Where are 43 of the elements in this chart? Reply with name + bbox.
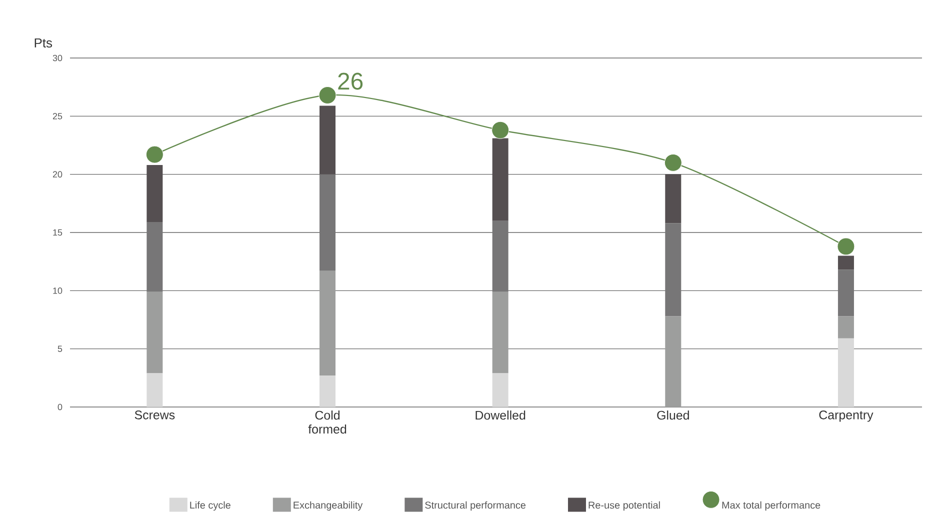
- y-tick-label: 30: [52, 54, 62, 62]
- bar: [146, 222, 163, 292]
- y-tick-label: 10: [53, 287, 62, 294]
- bar: [320, 174, 336, 271]
- point: [318, 86, 336, 104]
- bar: [665, 223, 682, 316]
- bar: [838, 316, 854, 338]
- point: [664, 154, 682, 172]
- y-tick-label: 25: [52, 112, 62, 120]
- point: [492, 121, 510, 139]
- legend-label: Exchangeability: [294, 501, 363, 511]
- bar: [838, 338, 854, 407]
- legend-label: Re-use potential: [588, 501, 660, 511]
- x-tick-label: Cold formed: [308, 410, 346, 434]
- bar: [665, 174, 682, 224]
- bar: [320, 270, 336, 376]
- bar: [665, 316, 682, 407]
- point: [146, 146, 164, 164]
- bar: [146, 292, 163, 374]
- bar: [146, 373, 163, 407]
- bar: [320, 376, 336, 407]
- legend-label: Life cycle: [190, 501, 230, 511]
- bar: [492, 292, 508, 374]
- legend-label: Structural performance: [425, 501, 526, 511]
- legend-label: Max total performance: [722, 501, 820, 511]
- x-tick-label: Glued: [657, 410, 689, 420]
- bar: [838, 270, 854, 316]
- y-axis-title: Pts: [34, 38, 52, 48]
- bar: [492, 373, 508, 407]
- x-tick-label: Screws: [134, 410, 175, 420]
- x-tick-label: Dowelled: [476, 410, 526, 420]
- bar: [146, 165, 163, 222]
- bar: [492, 138, 508, 221]
- annotation: 26: [338, 72, 363, 90]
- y-tick-label: 20: [52, 171, 62, 178]
- y-tick-label: 15: [53, 229, 62, 236]
- y-tick-label: 0: [58, 404, 62, 410]
- y-tick-label: 5: [58, 346, 62, 352]
- bar: [492, 220, 508, 292]
- bar: [838, 256, 854, 270]
- bar: [320, 106, 336, 174]
- x-tick-label: Carpentry: [819, 410, 874, 422]
- point: [837, 238, 855, 256]
